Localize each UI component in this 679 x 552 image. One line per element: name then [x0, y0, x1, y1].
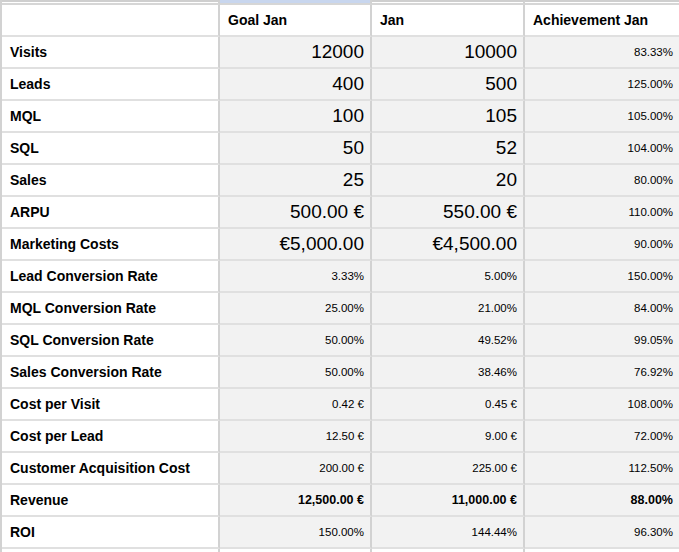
row-label[interactable]: ARPU — [2, 197, 220, 229]
row-label[interactable]: Sales — [2, 165, 220, 197]
cell-actual[interactable]: 0.45 € — [372, 389, 525, 421]
column-header-actual[interactable]: Jan — [372, 5, 525, 37]
row-label[interactable]: Cost per Visit — [2, 389, 220, 421]
cell-goal[interactable]: 3.33% — [220, 261, 372, 293]
cell-actual[interactable]: 38.46% — [372, 357, 525, 389]
cell-goal[interactable]: 25 — [220, 165, 372, 197]
cell-achievement[interactable]: 99.05% — [525, 325, 679, 357]
cell-achievement[interactable]: 110.00% — [525, 197, 679, 229]
cell-actual[interactable]: 9.00 € — [372, 421, 525, 453]
column-header-goal[interactable]: Goal Jan — [220, 5, 372, 37]
cell-goal[interactable]: 400 — [220, 69, 372, 101]
cell-actual[interactable]: 10000 — [372, 37, 525, 69]
cell-actual[interactable]: 49.52% — [372, 325, 525, 357]
cell-actual[interactable]: 5.00% — [372, 261, 525, 293]
cell-goal[interactable]: 200.00 € — [220, 453, 372, 485]
cell-achievement[interactable]: 76.92% — [525, 357, 679, 389]
row-label[interactable]: Lead Conversion Rate — [2, 261, 220, 293]
cell-goal[interactable]: 0.42 € — [220, 389, 372, 421]
cell-actual[interactable]: 52 — [372, 133, 525, 165]
cell-actual[interactable]: 144.44% — [372, 517, 525, 549]
cell-goal[interactable]: €5,000.00 — [220, 229, 372, 261]
cell-goal[interactable]: 100 — [220, 101, 372, 133]
cell-actual[interactable]: 225.00 € — [372, 453, 525, 485]
cell-actual[interactable]: 21.00% — [372, 293, 525, 325]
cell-achievement[interactable]: 112.50% — [525, 453, 679, 485]
cell-actual[interactable]: 500 — [372, 69, 525, 101]
cell-goal[interactable]: 150.00% — [220, 517, 372, 549]
cell-goal[interactable]: 50.00% — [220, 325, 372, 357]
row-label[interactable]: Sales Conversion Rate — [2, 357, 220, 389]
cell-achievement[interactable]: 72.00% — [525, 421, 679, 453]
row-label[interactable]: Cost per Lead — [2, 421, 220, 453]
row-label[interactable]: Marketing Costs — [2, 229, 220, 261]
cell-goal[interactable]: 50.00% — [220, 357, 372, 389]
row-label[interactable]: SQL Conversion Rate — [2, 325, 220, 357]
row-label[interactable]: ROI — [2, 517, 220, 549]
row-label[interactable]: Leads — [2, 69, 220, 101]
cell-actual[interactable]: 105 — [372, 101, 525, 133]
cell-goal[interactable]: 25.00% — [220, 293, 372, 325]
cell-achievement[interactable]: 80.00% — [525, 165, 679, 197]
row-label[interactable]: MQL Conversion Rate — [2, 293, 220, 325]
column-header-achievement[interactable]: Achievement Jan — [525, 5, 679, 37]
cell-achievement[interactable]: 150.00% — [525, 261, 679, 293]
spreadsheet-grid: Goal JanJanAchievement JanVisits12000100… — [0, 0, 679, 552]
cell-achievement[interactable]: 125.00% — [525, 69, 679, 101]
row-label[interactable]: SQL — [2, 133, 220, 165]
cell-actual[interactable]: €4,500.00 — [372, 229, 525, 261]
cell-goal[interactable]: 12000 — [220, 37, 372, 69]
cell-achievement[interactable]: 88.00% — [525, 485, 679, 517]
cell-goal[interactable]: 12.50 € — [220, 421, 372, 453]
cell-achievement[interactable]: 104.00% — [525, 133, 679, 165]
row-label[interactable]: Customer Acquisition Cost — [2, 453, 220, 485]
cell-actual[interactable]: 11,000.00 € — [372, 485, 525, 517]
cell-goal[interactable]: 500.00 € — [220, 197, 372, 229]
cell-goal[interactable]: 12,500.00 € — [220, 485, 372, 517]
cell-achievement[interactable]: 84.00% — [525, 293, 679, 325]
column-header-label[interactable] — [2, 5, 220, 37]
cell-achievement[interactable]: 105.00% — [525, 101, 679, 133]
row-label[interactable]: MQL — [2, 101, 220, 133]
row-label[interactable]: Revenue — [2, 485, 220, 517]
cell-achievement[interactable]: 108.00% — [525, 389, 679, 421]
cell-goal[interactable]: 50 — [220, 133, 372, 165]
cell-actual[interactable]: 20 — [372, 165, 525, 197]
cell-achievement[interactable]: 96.30% — [525, 517, 679, 549]
cell-achievement[interactable]: 90.00% — [525, 229, 679, 261]
cell-actual[interactable]: 550.00 € — [372, 197, 525, 229]
cell-achievement[interactable]: 83.33% — [525, 37, 679, 69]
row-label[interactable]: Visits — [2, 37, 220, 69]
